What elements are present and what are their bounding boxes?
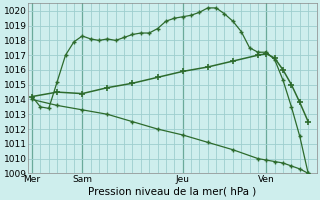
X-axis label: Pression niveau de la mer( hPa ): Pression niveau de la mer( hPa ) — [88, 187, 256, 197]
